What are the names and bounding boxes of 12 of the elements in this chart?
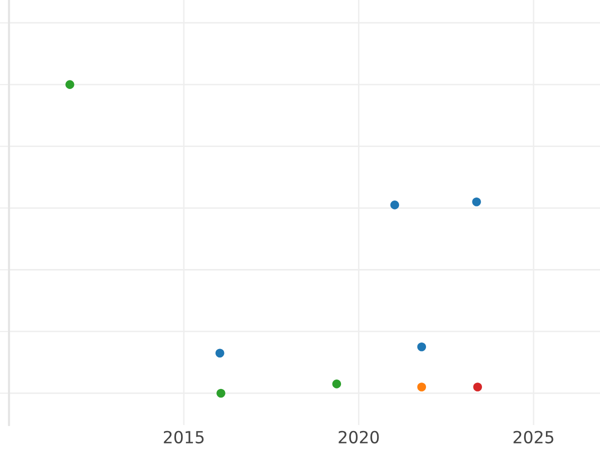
point — [473, 382, 482, 392]
point — [216, 388, 226, 398]
x-tick-label: 2015 — [164, 430, 204, 444]
x-tick-label: 2020 — [338, 430, 379, 444]
point — [215, 348, 224, 358]
point — [390, 200, 400, 210]
point — [417, 382, 426, 392]
point — [417, 342, 426, 352]
point — [65, 80, 74, 89]
point — [332, 380, 342, 388]
x-tick-label: 2025 — [514, 430, 554, 444]
point — [472, 197, 481, 206]
